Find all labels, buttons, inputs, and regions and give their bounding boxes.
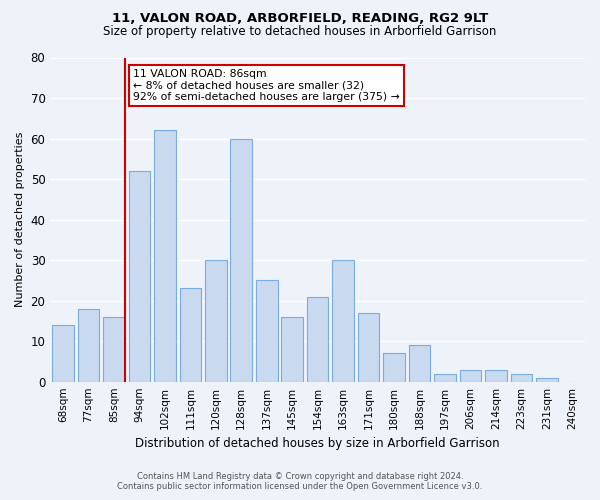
Bar [536,378,557,382]
Bar [230,138,252,382]
Y-axis label: Number of detached properties: Number of detached properties [15,132,25,308]
Bar [256,280,278,382]
Bar [409,345,430,382]
Text: Size of property relative to detached houses in Arborfield Garrison: Size of property relative to detached ho… [103,25,497,38]
Bar [307,296,328,382]
Bar [332,260,354,382]
Bar [77,308,100,382]
Bar [434,374,456,382]
Text: 11, VALON ROAD, ARBORFIELD, READING, RG2 9LT: 11, VALON ROAD, ARBORFIELD, READING, RG2… [112,12,488,26]
Bar [281,317,303,382]
Bar [52,325,74,382]
Text: Contains HM Land Registry data © Crown copyright and database right 2024.
Contai: Contains HM Land Registry data © Crown c… [118,472,482,491]
Bar [179,288,201,382]
Bar [358,313,379,382]
Bar [485,370,507,382]
Bar [460,370,481,382]
Bar [128,171,150,382]
Bar [383,354,405,382]
Bar [205,260,227,382]
X-axis label: Distribution of detached houses by size in Arborfield Garrison: Distribution of detached houses by size … [136,437,500,450]
Text: 11 VALON ROAD: 86sqm
← 8% of detached houses are smaller (32)
92% of semi-detach: 11 VALON ROAD: 86sqm ← 8% of detached ho… [133,69,400,102]
Bar [154,130,176,382]
Bar [103,317,125,382]
Bar [511,374,532,382]
